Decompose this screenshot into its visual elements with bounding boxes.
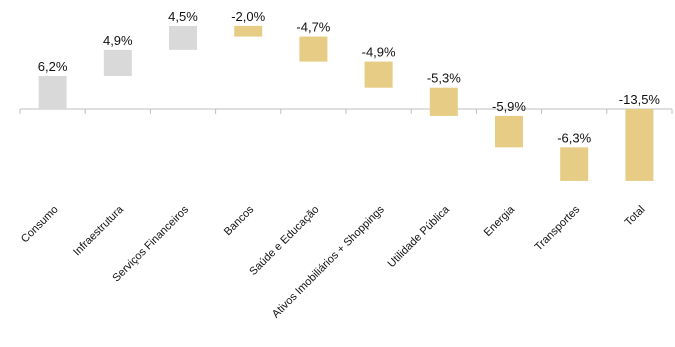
category-label: Utilidade Pública bbox=[385, 203, 452, 270]
bar-2 bbox=[169, 25, 197, 50]
category-label: Ativos Imobiliários + Shoppings bbox=[270, 203, 387, 320]
value-label: -5,9% bbox=[492, 99, 526, 114]
value-label: -13,5% bbox=[619, 92, 661, 107]
category-label: Saúde e Educação bbox=[247, 204, 321, 278]
bar-0 bbox=[38, 75, 67, 109]
value-label: 4,5% bbox=[168, 9, 198, 24]
category-label: Consumo bbox=[19, 204, 61, 246]
bar-7 bbox=[495, 115, 523, 148]
value-labels: 6,2% 4,9% 4,5% -2,0% -4,7% -4,9% -5,3% -5,9% -6,… bbox=[38, 9, 661, 145]
value-label: 6,2% bbox=[38, 59, 68, 74]
bar-3 bbox=[234, 25, 263, 37]
bar-6 bbox=[429, 87, 458, 116]
category-label: Total bbox=[623, 204, 648, 229]
value-label: -4,7% bbox=[296, 20, 330, 35]
value-label: 4,9% bbox=[103, 33, 133, 48]
category-label: Bancos bbox=[222, 203, 257, 238]
bars bbox=[38, 25, 654, 181]
value-label: -2,0% bbox=[231, 9, 265, 24]
value-label: -4,9% bbox=[362, 45, 396, 60]
bar-4 bbox=[299, 36, 328, 62]
x-axis-ticks bbox=[19, 109, 673, 114]
bar-5 bbox=[364, 61, 393, 88]
value-label: -6,3% bbox=[557, 130, 591, 145]
category-label: Transportes bbox=[533, 203, 583, 253]
category-label: Infraestrutura bbox=[71, 203, 126, 258]
bar-8 bbox=[560, 147, 589, 181]
value-label: -5,3% bbox=[427, 71, 461, 86]
bar-9 bbox=[625, 109, 654, 181]
category-label: Energia bbox=[482, 203, 518, 239]
bar-1 bbox=[103, 49, 132, 76]
